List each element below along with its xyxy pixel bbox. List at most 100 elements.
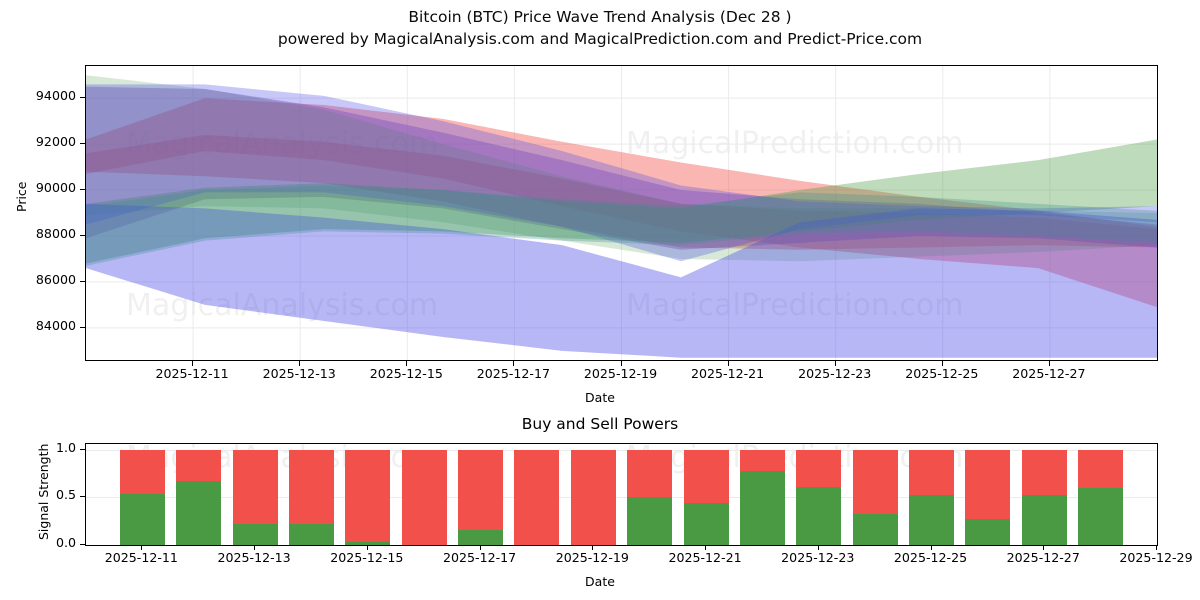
price-y-tick-label: 94000 xyxy=(35,88,76,104)
price-y-tick-mark xyxy=(80,234,85,236)
bar-stack[interactable] xyxy=(852,449,898,545)
watermark-bar-magicalanalysis: MagicalAnalysis.com xyxy=(126,443,439,475)
price-y-tick-label: 88000 xyxy=(35,225,76,241)
bar-x-tick-label: 2025-12-21 xyxy=(668,550,742,565)
bar-stack[interactable] xyxy=(288,449,335,545)
bar-stack[interactable] xyxy=(119,449,165,545)
price-y-tick-mark xyxy=(80,280,85,282)
page-title: Bitcoin (BTC) Price Wave Trend Analysis … xyxy=(408,8,792,26)
bar-stack[interactable] xyxy=(514,449,560,545)
price-x-tick-label: 2025-12-23 xyxy=(798,366,872,381)
price-x-tick-mark xyxy=(834,361,836,366)
bar-buy-segment xyxy=(852,513,898,545)
price-y-tick-label: 90000 xyxy=(35,180,76,196)
bar-stack[interactable] xyxy=(401,449,447,545)
bar-stack[interactable] xyxy=(570,449,616,545)
bar-buy-segment xyxy=(1021,494,1067,545)
price-y-tick-mark xyxy=(80,189,85,191)
price-y-tick-mark xyxy=(80,97,85,99)
bar-stack[interactable] xyxy=(739,449,785,545)
price-y-tick-label: 92000 xyxy=(35,134,76,150)
bar-x-tick-mark xyxy=(1156,545,1157,550)
price-x-tick-label: 2025-12-15 xyxy=(369,366,443,381)
bar-buy-segment xyxy=(739,470,785,545)
bar-x-tick-mark xyxy=(817,545,819,550)
bar-stack[interactable] xyxy=(1021,449,1067,545)
bar-buy-segment xyxy=(458,529,504,545)
price-x-tick-label: 2025-12-27 xyxy=(1012,366,1086,381)
bar-x-tick-label: 2025-12-19 xyxy=(555,550,629,565)
price-wave-bands xyxy=(86,66,1157,360)
bar-stack[interactable] xyxy=(345,449,391,545)
price-x-tick-mark xyxy=(620,361,622,366)
price-x-tick-label: 2025-12-19 xyxy=(583,366,658,381)
wave-band-blue-wave-upper xyxy=(86,84,1157,262)
price-x-tick-label: 2025-12-25 xyxy=(905,366,979,381)
bar-x-tick-label: 2025-12-13 xyxy=(217,550,291,565)
price-wave-chart-plot-area: MagicalAnalysis.com MagicalPrediction.co… xyxy=(85,65,1158,361)
wave-band-red-wave-inner xyxy=(86,134,1157,250)
price-x-tick-label: 2025-12-11 xyxy=(155,366,229,381)
bar-x-tick-mark xyxy=(930,545,932,550)
price-x-tick-mark xyxy=(727,361,729,366)
bar-buy-segment xyxy=(345,542,391,545)
price-x-tick-label: 2025-12-21 xyxy=(690,366,765,381)
bar-buy-segment xyxy=(232,524,278,545)
price-x-tick-mark xyxy=(192,361,194,366)
bar-buy-segment xyxy=(965,519,1011,545)
bar-buy-segment xyxy=(1078,487,1124,545)
bar-chart-title: Buy and Sell Powers xyxy=(521,415,679,433)
bar-stack[interactable] xyxy=(1078,449,1124,545)
bar-stack[interactable] xyxy=(232,449,278,545)
page-subtitle: powered by MagicalAnalysis.com and Magic… xyxy=(277,30,923,48)
wave-band-blue-wave xyxy=(86,203,1157,358)
bar-y-tick-mark xyxy=(80,544,85,545)
bar-x-tick-label: 2025-12-25 xyxy=(893,550,968,565)
bar-buy-segment xyxy=(627,497,673,545)
bar-buy-segment xyxy=(119,493,165,545)
bar-stack[interactable] xyxy=(627,449,673,545)
bar-stack[interactable] xyxy=(458,449,504,545)
wave-band-green-wave xyxy=(86,139,1157,264)
bar-buy-segment xyxy=(176,481,222,545)
bar-x-tick-mark xyxy=(592,545,594,550)
bar-stack[interactable] xyxy=(908,449,955,545)
price-x-tick-mark xyxy=(1048,361,1050,366)
price-x-tick-mark xyxy=(406,361,408,366)
price-x-tick-label: 2025-12-17 xyxy=(476,366,550,381)
bar-buy-segment xyxy=(683,503,729,545)
buy-sell-powers-plot-area: MagicalAnalysis.com MagicalPrediction.co… xyxy=(85,443,1158,546)
bar-x-tick-label: 2025-12-27 xyxy=(1006,550,1080,565)
price-x-axis-label: Date xyxy=(585,390,615,405)
bar-x-tick-mark xyxy=(479,545,481,550)
wave-band-green-wave-outer xyxy=(86,75,1157,262)
bar-y-tick-label: 0.5 xyxy=(55,487,76,503)
price-x-tick-mark xyxy=(941,361,943,366)
bar-x-tick-mark xyxy=(705,545,707,550)
bar-x-tick-label: 2025-12-15 xyxy=(330,550,404,565)
bar-gridline xyxy=(86,449,1157,451)
bar-stack[interactable] xyxy=(965,449,1011,545)
bar-y-tick-label: 1.0 xyxy=(55,439,76,455)
wave-band-teal-wave xyxy=(86,185,1157,266)
bar-buy-segment xyxy=(796,486,842,545)
price-x-tick-mark xyxy=(513,361,515,366)
price-x-tick-mark xyxy=(299,361,301,366)
price-y-tick-mark xyxy=(80,143,85,145)
bar-x-tick-mark xyxy=(141,545,143,550)
wave-band-purple-wave xyxy=(86,86,1157,250)
bar-y-tick-mark xyxy=(80,496,85,498)
bar-y-tick-mark xyxy=(80,448,85,450)
price-y-tick-label: 86000 xyxy=(35,271,76,287)
bar-stack[interactable] xyxy=(683,449,729,545)
price-y-tick-mark xyxy=(80,326,85,328)
bar-buy-segment xyxy=(288,524,335,545)
bar-x-tick-label: 2025-12-23 xyxy=(781,550,855,565)
bar-gridline xyxy=(86,545,1157,546)
bar-stack[interactable] xyxy=(796,449,842,545)
bar-x-tick-mark xyxy=(1043,545,1045,550)
bar-stack[interactable] xyxy=(176,449,222,545)
bar-buy-segment xyxy=(908,494,955,545)
bar-x-tick-mark xyxy=(366,545,368,550)
